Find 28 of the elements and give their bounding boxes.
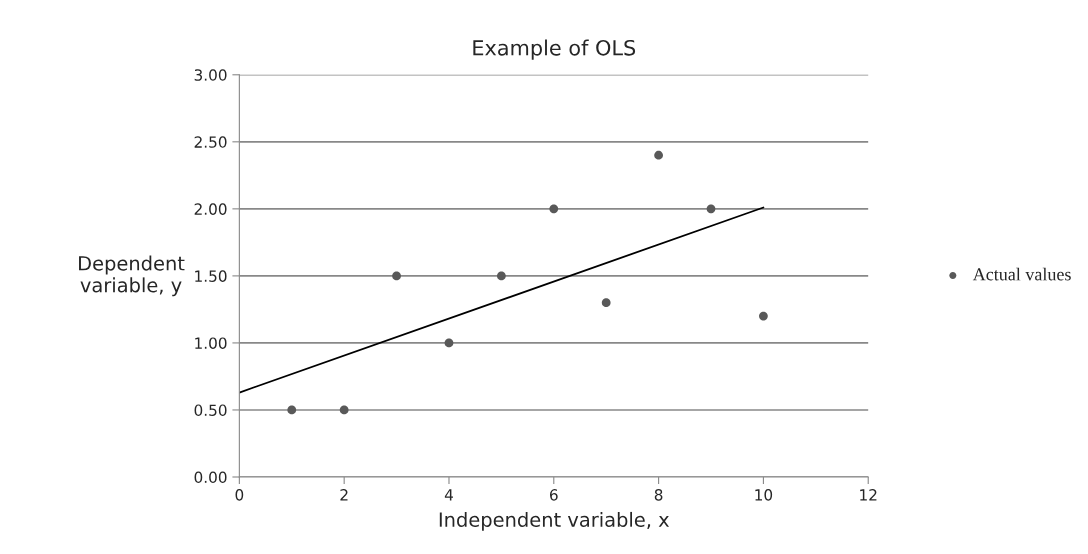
x-tick-label: 4 <box>444 489 453 501</box>
y-tick-label: 0.50 <box>194 404 227 416</box>
point <box>496 271 506 281</box>
y-axis-title: Dependent variable, y <box>79 255 185 297</box>
y-tick-label: 0.00 <box>194 471 227 484</box>
x-tick-label: 10 <box>755 489 773 501</box>
point <box>706 204 716 214</box>
point <box>392 271 401 281</box>
y-tick-label: 1.50 <box>195 270 227 282</box>
legend-label: Actual values <box>972 267 1071 281</box>
x-tick-label: 0 <box>235 489 244 501</box>
x-tick-label: 6 <box>550 489 558 501</box>
point <box>549 204 559 214</box>
x-tick-label: 2 <box>340 489 348 501</box>
y-tick-label: 2.00 <box>194 203 227 215</box>
chart-title: Example of OLS <box>473 39 636 60</box>
y-tick-label: 1.00 <box>195 337 227 349</box>
x-tick-label: 8 <box>654 489 663 501</box>
y-tick-label: 3.00 <box>194 69 227 81</box>
point <box>759 311 768 321</box>
x-tick-label: 12 <box>860 489 877 501</box>
x-axis-title: Independent variable, x <box>439 511 670 531</box>
y-tick-label: 2.50 <box>194 136 227 148</box>
point <box>287 405 297 415</box>
point <box>601 298 611 308</box>
point <box>654 150 663 160</box>
point <box>339 405 349 415</box>
point <box>444 338 454 348</box>
